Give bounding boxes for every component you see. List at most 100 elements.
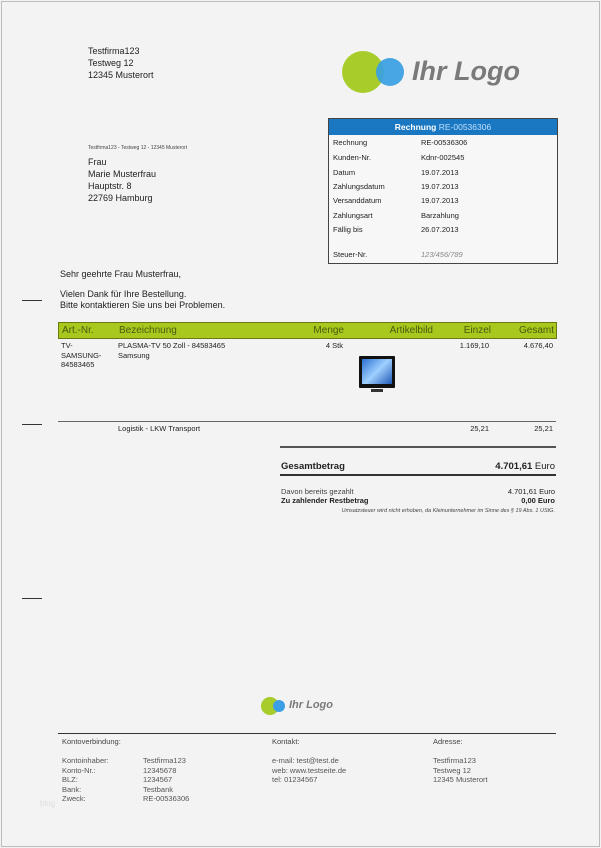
info-value: 19.07.2013 [421, 196, 459, 205]
description: Logistik - LKW Transport [118, 424, 201, 433]
info-value: Barzahlung [421, 211, 459, 220]
fold-mark [22, 598, 42, 599]
due-label: Zu zahlender Restbetrag [281, 496, 369, 505]
bank-heading: Kontoverbindung: [62, 737, 121, 746]
invoice-info-header: Rechnung RE-00536306 [329, 119, 557, 135]
bank-label: BLZ: [62, 775, 78, 784]
letter-body: Vielen Dank für Ihre Bestellung. Bitte k… [60, 289, 225, 311]
col-einzel: Einzel [463, 325, 491, 336]
bank-value: Testbank [143, 784, 174, 794]
total-value: 4.701,61 [495, 461, 533, 472]
tax-label: Steuer-Nr. [333, 250, 368, 259]
art-line: 84583465 [61, 360, 95, 369]
invoice-title: Rechnung [394, 122, 437, 132]
contact-web[interactable]: web: www.testseite.de [272, 765, 347, 775]
watermark: blog [40, 799, 56, 808]
art-line: TV- [61, 341, 73, 350]
info-label: Zahlungsart [333, 211, 373, 220]
address-line: 12345 Musterort [433, 775, 488, 784]
recipient-line: Frau [88, 157, 107, 167]
divider [58, 421, 556, 422]
letter-line: Bitte kontaktieren Sie uns bei Problemen… [60, 300, 226, 310]
info-value: 19.07.2013 [421, 168, 459, 177]
total-label: Gesamtbetrag [281, 461, 345, 472]
currency: Euro [539, 487, 555, 496]
art-line: SAMSUNG- [61, 350, 102, 360]
address-heading: Adresse: [433, 737, 463, 746]
bank-value: RE-00536306 [143, 794, 190, 803]
address-line: Testweg 12 [433, 765, 471, 775]
recipient-line: 22769 Hamburg [88, 193, 153, 203]
contact-heading: Kontakt: [272, 737, 300, 746]
info-label: Zahlungsdatum [333, 182, 385, 191]
description: PLASMA-TV 50 Zoll - 84583465 Samsung [118, 341, 225, 360]
return-address-line: Testfirma123 - Testweg 12 - 12345 Muster… [88, 145, 188, 151]
art-nr: TV- SAMSUNG- 84583465 [61, 341, 101, 370]
sender-address: Testfirma123 Testweg 12 12345 Musterort [88, 45, 154, 81]
bank-label: Kontoinhaber: [62, 756, 109, 765]
tv-image [359, 356, 395, 392]
col-art-nr: Art.-Nr. [62, 325, 94, 336]
contact-phone: tel: 01234567 [272, 775, 318, 784]
tax-note: Umsatzsteuer wird nicht erhoben, da Klei… [341, 508, 556, 514]
bank-value: Testfirma123 [143, 756, 186, 765]
fold-mark [22, 300, 42, 301]
currency: Euro [537, 496, 555, 505]
divider [280, 446, 556, 448]
total-amount: 4.701,61 Euro [495, 461, 555, 472]
unit-price: 1.169,10 [459, 341, 489, 350]
sender-line: Testweg 12 [88, 58, 134, 68]
info-label: Fällig bis [333, 225, 363, 234]
invoice-number: RE-00536306 [438, 122, 492, 132]
line-total: 25,21 [534, 424, 553, 433]
recipient-address: Frau Marie Musterfrau Hauptstr. 8 22769 … [88, 156, 156, 204]
currency: Euro [534, 461, 555, 472]
info-value: Kdnr-002545 [421, 153, 465, 162]
info-label: Datum [333, 168, 356, 177]
bank-values: Testfirma123 12345678 1234567 Testbank R… [143, 756, 189, 804]
contact-email[interactable]: e-mail: test@test.de [272, 756, 339, 765]
tax-value: 123/456/789 [421, 250, 463, 259]
greeting: Sehr geehrte Frau Musterfrau, [60, 269, 182, 279]
bank-label: Zweck: [62, 794, 86, 803]
info-value: 19.07.2013 [421, 182, 459, 191]
table-header: Art.-Nr. Bezeichnung Menge Artikelbild E… [58, 322, 557, 339]
logo-text: Ihr Logo [289, 699, 333, 711]
recipient-line: Hauptstr. 8 [88, 181, 132, 191]
col-menge: Menge [313, 325, 344, 336]
col-bezeichnung: Bezeichnung [119, 325, 177, 336]
info-label: Kunden-Nr. [333, 153, 371, 162]
quantity: 4 Stk [325, 341, 343, 350]
bank-value: 12345678 [143, 765, 177, 775]
col-gesamt: Gesamt [518, 325, 554, 336]
paid-value: 4.701,61 [507, 487, 538, 496]
bank-value: 1234567 [143, 775, 173, 784]
letter-line: Vielen Dank für Ihre Bestellung. [60, 289, 187, 299]
sender-line: Testfirma123 [88, 46, 140, 56]
bank-label: Bank: [62, 784, 82, 794]
contact-lines: e-mail: test@test.de web: www.testseite.… [272, 756, 346, 785]
col-artikelbild: Artikelbild [389, 325, 433, 336]
sender-line: 12345 Musterort [88, 70, 154, 80]
bank-label: Konto-Nr.: [62, 765, 96, 775]
paid-label: Davon bereits gezahlt [281, 487, 354, 496]
address-lines: Testfirma123 Testweg 12 12345 Musterort [433, 756, 488, 785]
logo-blue-circle [273, 700, 285, 712]
invoice-info-box: Rechnung RE-00536306 Rechnung RE-00536306… [328, 118, 558, 264]
info-label: Versanddatum [333, 196, 382, 205]
recipient-line: Marie Musterfrau [88, 169, 157, 179]
desc-line: Samsung [118, 350, 150, 360]
due-amount: 0,00 Euro [521, 496, 555, 506]
address-line: Testfirma123 [433, 756, 476, 765]
logo-blue-circle [376, 58, 404, 86]
line-total: 4.676,40 [523, 341, 553, 350]
desc-line: PLASMA-TV 50 Zoll - 84583465 [118, 341, 226, 350]
paid-amount: 4.701,61 Euro [508, 487, 555, 497]
info-value: RE-00536306 [421, 138, 468, 147]
unit-price: 25,21 [470, 424, 489, 433]
logo-text: Ihr Logo [412, 56, 520, 86]
divider [280, 474, 556, 476]
footer-divider [58, 733, 556, 734]
info-value: 26.07.2013 [421, 225, 459, 234]
